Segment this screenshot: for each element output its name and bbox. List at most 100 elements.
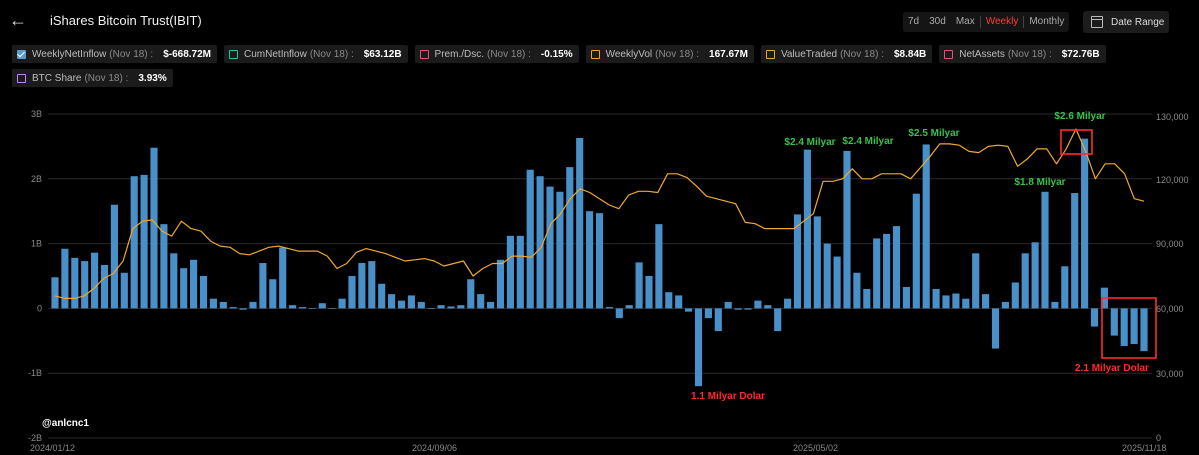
weekly-net-inflow-bar: [833, 256, 841, 309]
weekly-net-inflow-bar: [199, 276, 208, 309]
y-left-tick-label: -1B: [28, 368, 42, 378]
weekly-net-inflow-bar: [1110, 308, 1118, 336]
checkbox-icon[interactable]: [765, 49, 775, 59]
legend-chip-net-assets[interactable]: NetAssets (Nov 18) : $72.76B: [939, 45, 1106, 63]
legend-value: $-668.72M: [163, 48, 212, 60]
x-tick-label: 2024/09/06: [412, 443, 457, 453]
legend-date: (Nov 18) :: [109, 48, 154, 60]
legend-chip-btc-share[interactable]: BTC Share (Nov 18) : 3.93%: [12, 69, 173, 87]
weekly-net-inflow-bar: [328, 308, 336, 309]
checkbox-checked-icon[interactable]: [17, 49, 26, 59]
weekly-net-inflow-bar: [457, 305, 465, 309]
weekly-net-inflow-bar: [655, 224, 663, 309]
legend-chip-weekly-vol[interactable]: WeeklyVol (Nov 18) : 167.67M: [585, 45, 754, 63]
range-weekly-button[interactable]: Weekly: [985, 16, 1019, 27]
weekly-net-inflow-bar: [665, 292, 673, 309]
weekly-net-inflow-bar: [962, 298, 970, 309]
back-arrow-icon[interactable]: ←: [9, 10, 27, 30]
weekly-net-inflow-bar: [932, 288, 940, 309]
weekly-net-inflow-bar: [318, 303, 326, 309]
checkbox-icon[interactable]: [229, 49, 239, 59]
weekly-net-inflow-bar: [487, 301, 495, 309]
checkbox-icon[interactable]: [17, 73, 26, 83]
weekly-net-inflow-bar: [922, 144, 930, 309]
weekly-net-inflow-bar: [764, 305, 772, 309]
weekly-net-inflow-bar: [546, 186, 554, 309]
weekly-net-inflow-bar: [100, 264, 109, 309]
y-right-tick-label: 60,000: [1156, 304, 1184, 314]
weekly-net-inflow-bar: [972, 253, 980, 309]
weekly-net-inflow-bar: [150, 147, 158, 309]
legend-name: ValueTraded: [780, 48, 838, 60]
weekly-net-inflow-bar: [595, 213, 604, 309]
weekly-net-inflow-bar: [576, 137, 584, 309]
legend-value: 167.67M: [709, 48, 748, 60]
weekly-net-inflow-bar: [269, 279, 277, 309]
legend-row-1: WeeklyNetInflow (Nov 18) : $-668.72M Cum…: [12, 45, 1113, 63]
checkbox-icon[interactable]: [944, 49, 954, 59]
date-range-button[interactable]: Date Range: [1083, 11, 1169, 33]
weekly-net-inflow-bar: [615, 308, 623, 319]
weekly-net-inflow-bar: [892, 226, 901, 309]
weekly-net-inflow-bar: [506, 235, 514, 309]
weekly-net-inflow-bar: [813, 216, 821, 309]
weekly-net-inflow-bar: [190, 259, 198, 309]
x-tick-label: 2025/11/18: [1122, 443, 1166, 453]
weekly-net-inflow-bar: [298, 307, 307, 309]
range-7d-button[interactable]: 7d: [908, 16, 920, 27]
weekly-net-inflow-bar: [991, 308, 1000, 349]
weekly-net-inflow-bar: [1001, 301, 1009, 309]
y-left-tick-label: 3B: [31, 109, 42, 119]
inflow-annotation: $1.8 Milyar: [1014, 177, 1065, 188]
range-monthly-button[interactable]: Monthly: [1029, 16, 1065, 27]
weekly-net-inflow-bar: [427, 308, 435, 309]
legend-value: $72.76B: [1061, 48, 1100, 60]
checkbox-icon[interactable]: [590, 49, 600, 59]
weekly-net-inflow-bar: [51, 277, 59, 309]
weekly-net-inflow-bar: [496, 259, 505, 309]
weekly-net-inflow-bar: [61, 248, 69, 309]
weekly-net-inflow-bar: [279, 247, 287, 309]
outflow-annotation: 1.1 Milyar Dolar: [691, 391, 765, 402]
weekly-net-inflow-bar: [239, 308, 247, 310]
weekly-net-inflow-bar: [447, 306, 455, 309]
weekly-net-inflow-bar: [645, 276, 653, 309]
weekly-net-inflow-bar: [1031, 242, 1039, 309]
weekly-net-inflow-bar: [714, 308, 722, 332]
weekly-net-inflow-bar: [536, 176, 544, 309]
highlight-box-peak: [1060, 129, 1093, 155]
weekly-net-inflow-bar: [863, 288, 871, 309]
legend-name: Prem./Dsc.: [434, 48, 484, 60]
range-max-button[interactable]: Max: [955, 16, 975, 27]
weekly-net-inflow-bar: [180, 268, 188, 309]
weekly-net-inflow-bar: [397, 300, 406, 309]
highlight-box-outflows: [1101, 297, 1157, 359]
weekly-net-inflow-bar: [1130, 308, 1138, 345]
legend-date: (Nov 18) :: [1007, 48, 1052, 60]
range-30d-button[interactable]: 30d: [929, 16, 946, 27]
author-credit: @anlcnc1: [42, 418, 89, 429]
legend-date: (Nov 18) :: [309, 48, 354, 60]
chart-header: ← iShares Bitcoin Trust(IBIT) 7d 30d Max…: [0, 0, 1199, 42]
weekly-net-inflow-bar: [754, 300, 762, 309]
legend-name: WeeklyVol: [605, 48, 653, 60]
weekly-net-inflow-bar: [635, 262, 643, 309]
legend-value: 3.93%: [138, 72, 167, 84]
legend-chip-premium-discount[interactable]: Prem./Dsc. (Nov 18) : -0.15%: [414, 45, 579, 63]
legend-date: (Nov 18) :: [840, 48, 884, 60]
legend-chip-cum-net-inflow[interactable]: CumNetInflow (Nov 18) : $63.12B: [224, 45, 408, 63]
weekly-net-inflow-bar: [338, 298, 346, 309]
weekly-net-inflow-bar: [417, 301, 425, 309]
legend-chip-value-traded[interactable]: ValueTraded (Nov 18) : $8.84B: [760, 45, 933, 63]
legend-value: -0.15%: [540, 48, 573, 60]
legend-name: CumNetInflow: [244, 48, 307, 60]
weekly-net-inflow-bar: [348, 276, 356, 309]
checkbox-icon[interactable]: [419, 49, 429, 59]
weekly-net-inflow-bar: [942, 295, 950, 309]
weekly-net-inflow-bar: [883, 233, 891, 309]
weekly-net-inflow-bar: [110, 204, 118, 309]
weekly-net-inflow-bar: [566, 167, 574, 309]
legend-chip-weekly-net-inflow[interactable]: WeeklyNetInflow (Nov 18) : $-668.72M: [12, 45, 218, 63]
weekly-net-inflow-bar: [793, 214, 802, 309]
